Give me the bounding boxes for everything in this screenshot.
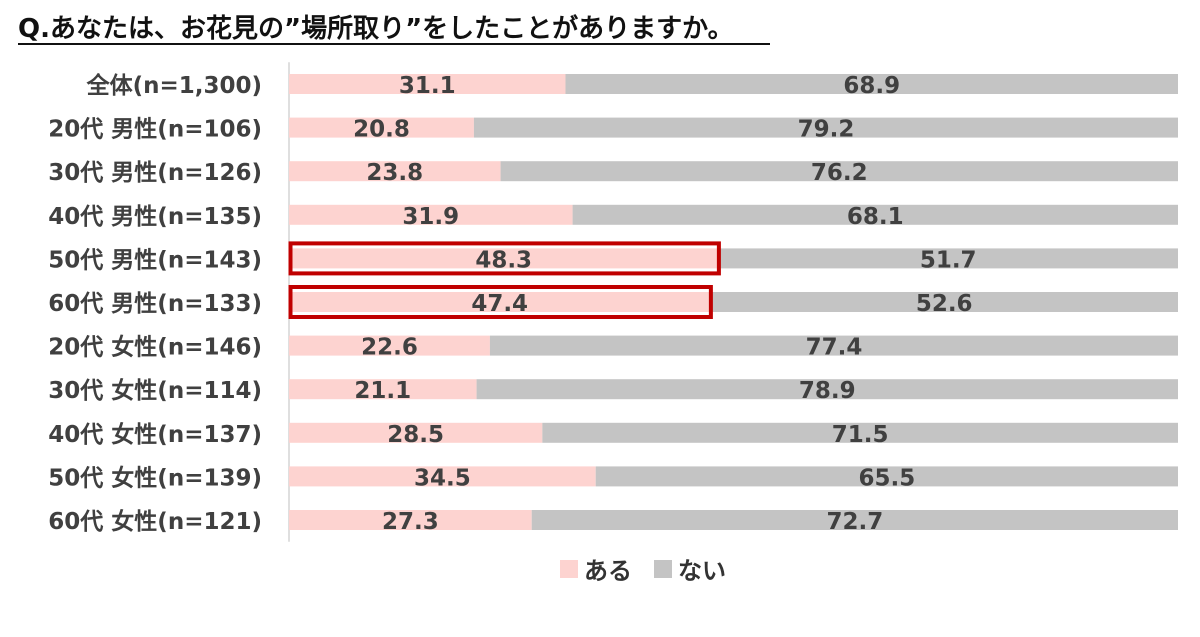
bar-aru <box>289 204 573 225</box>
legend-label-aru: ある <box>584 557 632 585</box>
bar-aru <box>289 117 474 138</box>
highlight-box <box>288 285 713 319</box>
data-label: 47.4 <box>471 291 528 317</box>
data-label: 78.9 <box>799 378 856 404</box>
category-label: 40代 男性(n=135) <box>48 204 262 230</box>
bar-nai <box>542 422 1178 443</box>
data-label: 20.8 <box>353 117 410 143</box>
bar-aru <box>289 248 719 269</box>
category-label: 30代 男性(n=126) <box>48 160 262 186</box>
data-label: 52.6 <box>916 291 973 317</box>
bar-nai <box>565 74 1178 94</box>
data-label: 28.5 <box>387 422 444 448</box>
category-label: 20代 男性(n=106) <box>48 117 262 143</box>
bar-nai <box>531 510 1178 530</box>
data-label: 27.3 <box>382 509 439 535</box>
legend-swatch-aru <box>560 559 578 578</box>
bar-aru <box>289 422 543 443</box>
data-label: 68.9 <box>843 73 900 99</box>
bar-aru <box>289 510 532 530</box>
data-label: 48.3 <box>475 247 532 273</box>
bar-nai <box>476 379 1179 400</box>
bar-nai <box>489 335 1178 356</box>
data-label: 79.2 <box>798 117 855 143</box>
legend: ある ない <box>560 551 748 586</box>
data-label: 21.1 <box>354 378 411 404</box>
bar-nai <box>718 248 1178 269</box>
legend-item-nai: ない <box>654 551 726 586</box>
data-label: 77.4 <box>806 335 863 361</box>
data-label: 34.5 <box>414 465 471 491</box>
category-label: 20代 女性(n=146) <box>48 334 262 361</box>
legend-label-nai: ない <box>678 557 726 585</box>
highlight-box <box>288 241 721 276</box>
bar-nai <box>595 466 1178 487</box>
data-label: 51.7 <box>920 247 977 273</box>
data-label: 76.2 <box>811 160 868 186</box>
data-label: 23.8 <box>366 160 423 186</box>
data-label: 22.6 <box>361 335 418 361</box>
bar-nai <box>710 292 1178 312</box>
legend-item-aru: ある <box>560 551 632 586</box>
bar-aru <box>289 379 477 400</box>
bar-nai <box>500 161 1178 182</box>
data-label: 72.7 <box>826 509 883 535</box>
category-label: 60代 女性(n=121) <box>48 508 262 535</box>
category-label: 40代 女性(n=137) <box>48 421 262 448</box>
chart-title: Q.あなたは、お花見の”場所取り”をしたことがありますか。 <box>18 14 734 44</box>
data-label: 71.5 <box>832 422 889 448</box>
legend-swatch-nai <box>654 559 672 578</box>
category-label: 60代 男性(n=133) <box>48 291 262 317</box>
data-label: 31.9 <box>402 204 459 230</box>
title-underline <box>18 43 770 45</box>
category-label: 50代 男性(n=143) <box>48 247 262 273</box>
bar-aru <box>289 74 566 94</box>
category-label: 50代 女性(n=139) <box>48 464 262 491</box>
bar-nai <box>473 117 1178 138</box>
data-label: 31.1 <box>399 73 456 99</box>
bar-aru <box>289 466 596 487</box>
bar-aru <box>289 161 501 182</box>
bar-aru <box>289 335 490 356</box>
category-label: 30代 女性(n=114) <box>48 377 262 404</box>
bar-nai <box>572 204 1178 225</box>
category-label: 全体(n=1,300) <box>86 72 262 99</box>
data-label: 65.5 <box>858 465 915 491</box>
data-label: 68.1 <box>847 204 904 230</box>
bar-aru <box>289 292 711 312</box>
